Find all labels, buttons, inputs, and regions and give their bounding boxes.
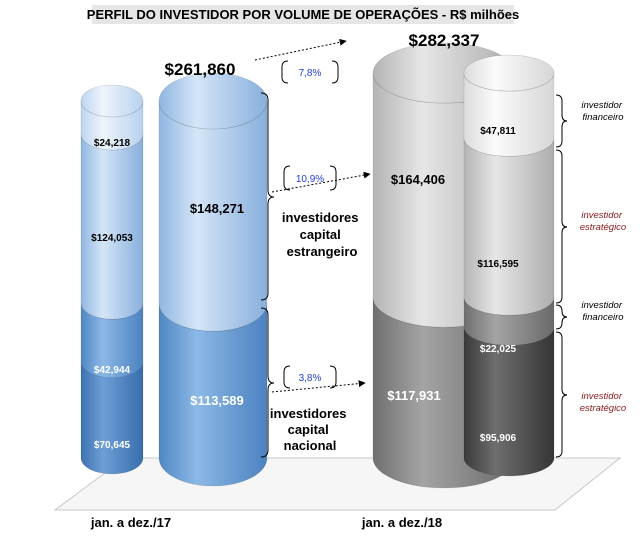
brace-2018-foreign-financial xyxy=(555,94,568,148)
value-label-2017-foreign-total: $148,271 xyxy=(190,201,244,216)
value-label-2017-foreign-financial: $24,218 xyxy=(94,138,131,149)
cylinder-2017-breakdown-foreign-strategic-segment xyxy=(80,134,144,320)
legend-foreign-strategic: investidor estratégico xyxy=(580,210,626,233)
chart-title: PERFIL DO INVESTIDOR POR VOLUME DE OPERA… xyxy=(87,7,519,22)
cylinder-2017-total-top-cap xyxy=(158,72,268,130)
growth-box-national xyxy=(283,365,337,389)
value-label-2018-national-total: $117,931 xyxy=(387,388,441,403)
cylinder-2018-breakdown-foreign-strategic-segment xyxy=(463,138,555,316)
cylinder-2017-total-foreign-segment xyxy=(158,100,268,332)
chart-marks xyxy=(80,42,555,489)
brace-2018-foreign-strategic xyxy=(555,149,568,304)
value-label-2017-national-total: $113,589 xyxy=(190,393,244,408)
total-label-2018: $282,337 xyxy=(409,31,480,50)
brace-national-2017 xyxy=(260,307,275,458)
category-label-2017: jan. a dez./17 xyxy=(90,515,171,530)
growth-label-national: 3,8% xyxy=(299,373,322,384)
group-label-foreign: investidores capital estrangeiro xyxy=(282,210,362,259)
legend-national-financial: investidor financeiro xyxy=(581,300,624,323)
brace-2018-national-strategic xyxy=(555,331,568,458)
value-label-2017-national-financial: $42,944 xyxy=(94,365,131,376)
growth-box-total xyxy=(281,60,339,84)
category-label-2018: jan. a dez./18 xyxy=(361,515,442,530)
brace-2018-national-financial xyxy=(555,304,568,330)
cylinder-2017-breakdown-national-strategic-segment xyxy=(80,361,144,475)
value-label-2018-national-strategic: $95,906 xyxy=(480,433,517,444)
value-label-2017-foreign-strategic: $124,053 xyxy=(91,233,133,244)
value-label-2017-national-strategic: $70,645 xyxy=(94,440,131,451)
arrow-total xyxy=(254,38,347,61)
group-label-national: investidores capital nacional xyxy=(270,406,350,453)
total-label-2017: $261,860 xyxy=(165,60,236,79)
legend-national-strategic: investidor estratégico xyxy=(580,391,626,414)
arrow-national xyxy=(271,380,366,393)
brace-foreign-2017 xyxy=(260,92,275,301)
value-label-2018-national-financial: $22,025 xyxy=(480,344,517,355)
value-label-2018-foreign-total: $164,406 xyxy=(391,172,445,187)
legend-foreign-financial: investidor financeiro xyxy=(581,100,624,123)
growth-box-foreign xyxy=(283,165,337,191)
title-background xyxy=(92,5,514,24)
growth-label-total: 7,8% xyxy=(299,68,322,79)
arrow-foreign xyxy=(271,171,371,193)
growth-label-foreign: 10,9% xyxy=(296,174,324,185)
cylinder-2017-breakdown-top-cap xyxy=(80,84,144,118)
value-label-2018-foreign-financial: $47,811 xyxy=(480,126,516,137)
value-label-2018-foreign-strategic: $116,595 xyxy=(477,259,519,270)
cylinder-2018-breakdown-top-cap xyxy=(463,54,555,92)
